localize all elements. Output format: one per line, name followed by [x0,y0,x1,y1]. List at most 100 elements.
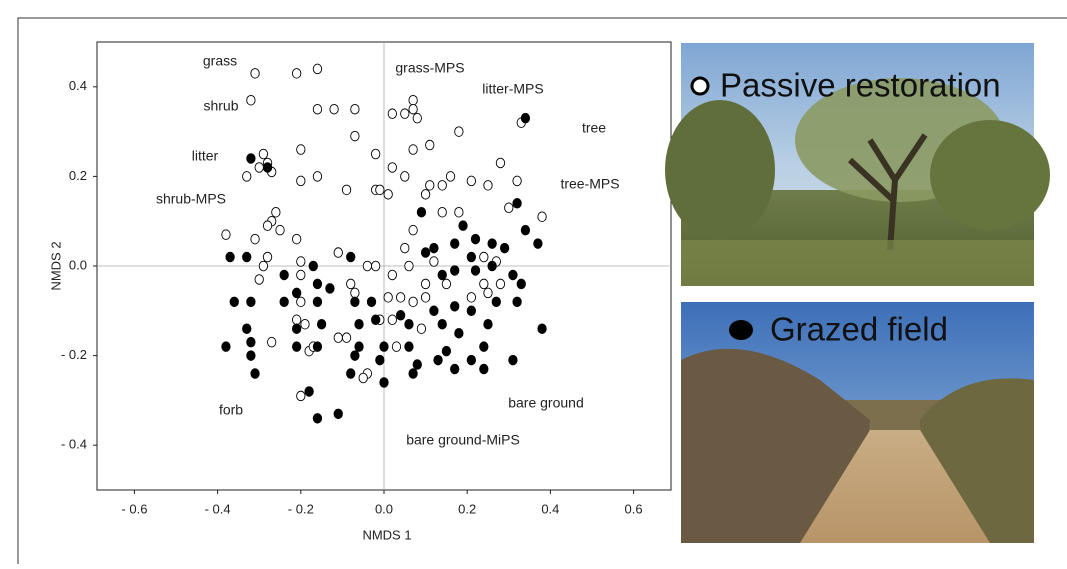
point [329,103,339,115]
point [450,363,460,375]
point [412,112,422,124]
point [296,296,306,308]
point [371,260,381,272]
photo-grazed [681,302,1034,543]
point [387,162,397,173]
point [379,377,389,388]
point [254,274,264,285]
point [279,269,289,281]
point [400,171,410,182]
point [292,341,302,352]
annotation: tree [582,120,606,136]
point [383,189,393,200]
point [466,251,476,263]
y-axis-label: NMDS 2 [48,241,63,290]
point [296,144,306,155]
point [292,323,302,334]
point [242,251,252,263]
point [466,292,476,303]
point [246,350,256,361]
point [483,180,493,191]
point [262,251,273,263]
point [354,341,364,352]
y-tick-label: - 0.2 [61,347,87,362]
point [404,260,414,272]
point [495,278,506,290]
point [445,171,456,182]
point [483,318,493,330]
point [408,368,418,379]
point [254,162,264,173]
x-tick-label: 0.6 [625,501,643,516]
point [346,368,356,379]
legend-label: Grazed field [770,311,948,348]
point [358,372,368,384]
point [479,278,489,290]
point [533,238,543,249]
point [221,341,231,352]
point [450,301,460,312]
point [246,336,256,348]
point [420,189,431,200]
point [408,103,418,115]
x-tick-label: 0.2 [458,501,476,516]
point [429,242,439,254]
point [258,260,269,272]
point [375,184,385,196]
point [391,341,402,352]
point [246,296,256,308]
point [292,314,302,326]
x-tick-label: - 0.4 [205,501,231,516]
point [466,175,476,187]
point [504,202,514,214]
point [508,269,518,281]
point [279,296,289,308]
point [400,242,410,254]
point [483,287,493,299]
point [296,175,306,187]
point [296,390,306,402]
point [420,247,431,258]
point [250,68,260,79]
point [387,314,397,326]
point [296,269,306,281]
point [429,305,439,317]
point [308,260,318,272]
point [292,68,302,79]
point [312,413,323,424]
point [350,130,360,142]
point [333,332,343,343]
y-tick-label: 0.4 [69,78,87,93]
point [491,296,501,308]
point [437,206,447,218]
point [304,386,314,397]
point [512,175,522,187]
point [412,359,422,370]
point [454,327,464,339]
legend-marker [690,76,710,96]
point [250,368,260,379]
point [350,287,360,299]
point [395,292,406,303]
point [425,139,435,151]
annotation: bare ground-MiPS [406,432,520,448]
y-tick-label: 0.0 [69,257,87,272]
point [466,354,476,366]
point [408,144,418,155]
point [441,278,452,290]
point [312,103,323,115]
point [508,354,518,366]
point [350,350,360,361]
point [258,148,269,160]
point [371,148,381,160]
x-axis-label: NMDS 1 [362,527,411,542]
point [499,242,510,254]
point [495,157,506,169]
point [379,341,389,352]
point [420,292,431,303]
point [246,94,256,106]
point [350,296,360,308]
point [312,341,323,352]
y-tick-label: 0.2 [69,168,87,183]
annotation: bare ground [508,395,584,411]
